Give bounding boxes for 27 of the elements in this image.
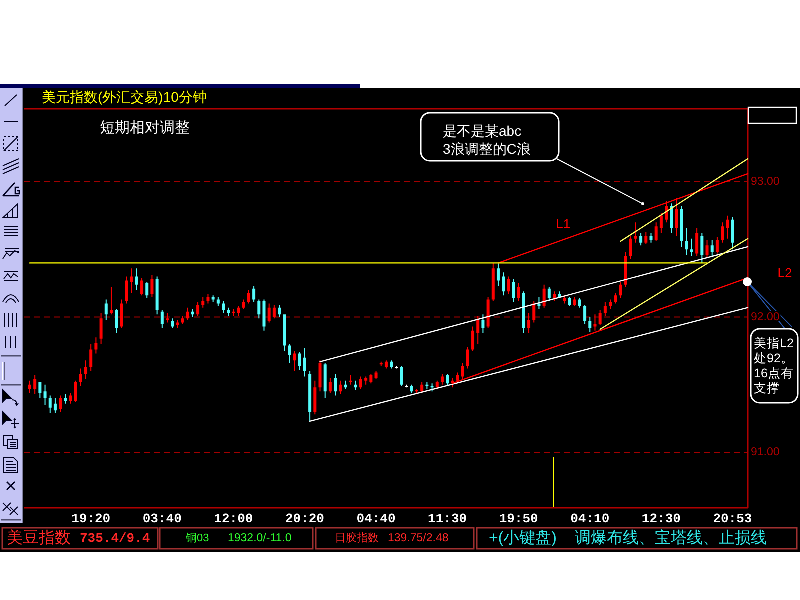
candlestick <box>594 314 597 331</box>
x-tick-label: 20:20 <box>285 512 325 526</box>
y-tick-label: 93.00 <box>751 176 780 188</box>
chart-title: 美元指数(外汇交易)10分钟 <box>42 89 207 105</box>
annotation: 短期相对调整 <box>100 120 190 136</box>
x-tick-label: 20:53 <box>713 512 752 526</box>
x-tick-label: 03:40 <box>142 512 182 526</box>
x-tick-label: 12:00 <box>214 512 254 526</box>
x-tick-label: 19:20 <box>72 512 111 526</box>
text: 铜03 1932.0/-11.0 <box>186 532 292 544</box>
text: +(小键盘) 调爆布线、宝塔线、止损线 <box>489 529 767 547</box>
candlestick <box>110 288 113 315</box>
x-tick-label: 19:50 <box>499 512 539 526</box>
series-label: L1 <box>556 216 571 232</box>
y-tick-label: 91.00 <box>751 446 780 459</box>
candlestick <box>166 313 169 323</box>
text: L2 <box>778 266 792 281</box>
x-tick-label: 11:30 <box>428 512 468 526</box>
text: 美指L2处92。16点有支撑 <box>754 336 794 396</box>
annotation: 是不是某abc3浪调整的C浪 <box>443 123 531 157</box>
x-tick-label: 12:30 <box>642 512 682 526</box>
text: 美豆指数 735.4/9.4 <box>7 529 150 547</box>
x-tick-label: 04:10 <box>570 512 610 526</box>
candlestick <box>690 238 694 256</box>
x-tick-label: 04:40 <box>356 512 396 526</box>
text: 日胶指数 139.75/2.48 <box>335 532 449 544</box>
candlestick <box>426 382 429 389</box>
